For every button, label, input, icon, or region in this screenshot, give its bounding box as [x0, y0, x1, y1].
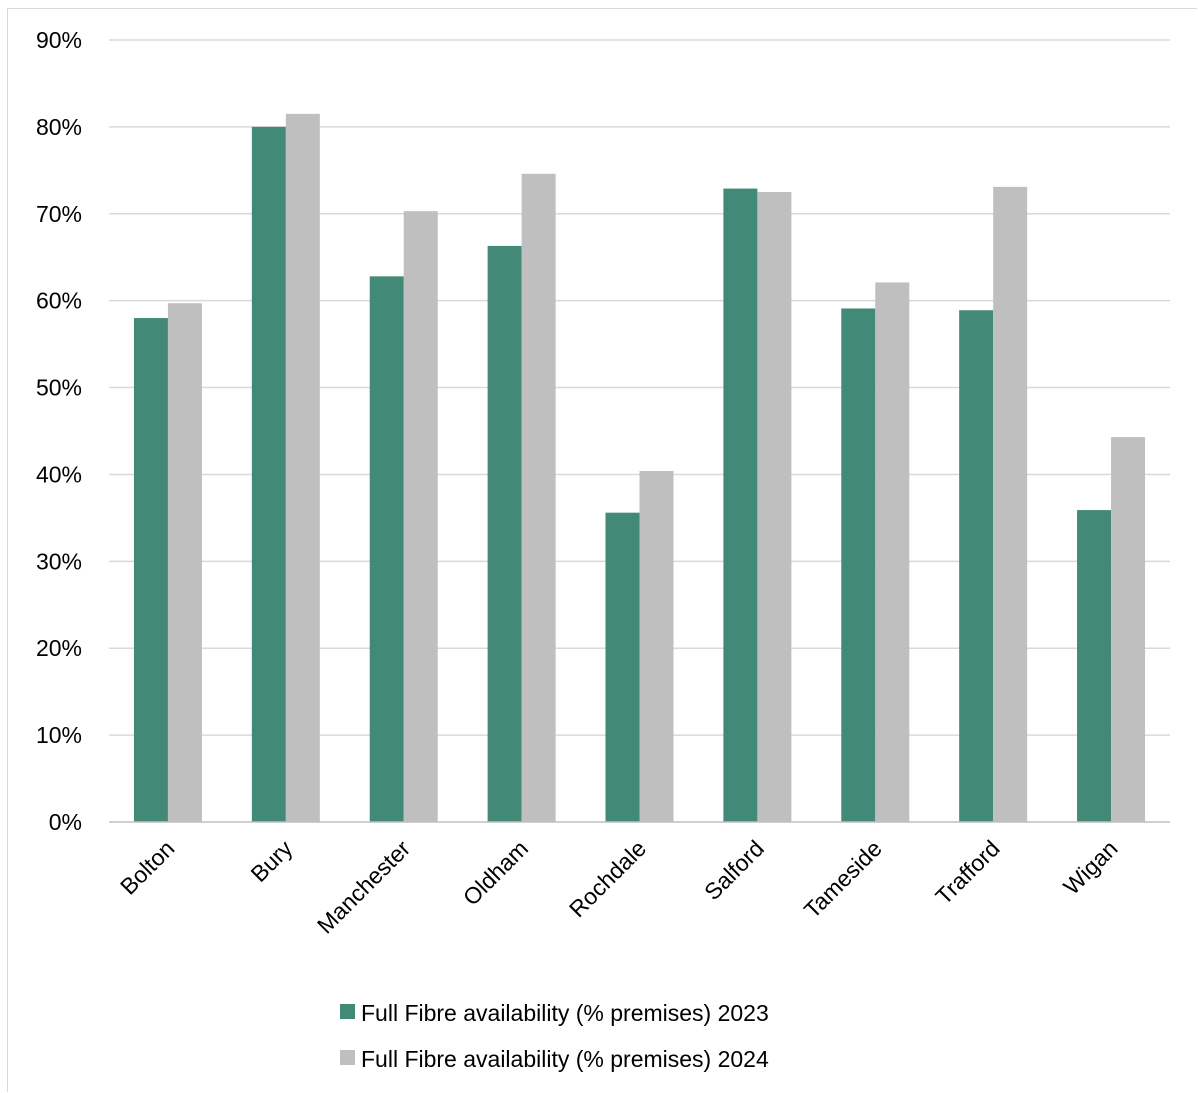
y-tick-label: 60%	[36, 288, 82, 314]
y-tick-label: 90%	[36, 27, 82, 53]
y-tick-label: 50%	[36, 375, 82, 401]
legend: Full Fibre availability (% premises) 202…	[340, 1000, 769, 1072]
bar-rochdale-series-1	[605, 512, 640, 822]
bar-trafford-series-1	[959, 310, 994, 822]
y-tick-label: 80%	[36, 114, 82, 140]
y-tick-label: 20%	[36, 635, 82, 661]
bar-salford-series-1	[723, 188, 758, 822]
bar-salford-series-2	[757, 192, 792, 823]
bar-tameside-series-1	[841, 308, 876, 822]
bar-wigan-series-1	[1077, 510, 1112, 822]
y-tick-label: 70%	[36, 201, 82, 227]
legend-label-2024: Full Fibre availability (% premises) 202…	[361, 1046, 769, 1072]
y-tick-label: 30%	[36, 548, 82, 574]
x-tick-label: Rochdale	[564, 835, 651, 922]
x-tick-label: Bury	[246, 835, 298, 887]
y-tick-label: 10%	[36, 722, 82, 748]
bar-oldham-series-1	[487, 245, 522, 823]
chart-frame	[7, 8, 1197, 1092]
bar-bolton-series-1	[133, 318, 168, 822]
bar-wigan-series-2	[1111, 437, 1146, 822]
bar-bury-series-1	[251, 126, 286, 822]
bar-bury-series-2	[285, 113, 320, 823]
x-tick-label: Trafford	[930, 835, 1004, 909]
x-tick-label: Oldham	[458, 835, 533, 910]
bar-bolton-series-2	[167, 303, 202, 823]
x-axis-ticks: Bolton Bury Manchester Oldham Rochdale Salfor…	[115, 835, 1123, 939]
x-tick-label: Bolton	[115, 835, 180, 900]
bar-rochdale-series-2	[639, 470, 674, 822]
bar-oldham-series-2	[521, 173, 556, 822]
bar-trafford-series-2	[993, 186, 1028, 822]
bar-tameside-series-2	[875, 282, 910, 822]
x-tick-label: Manchester	[312, 835, 416, 939]
y-axis-ticks: 0% 10% 20% 30% 40% 50% 60% 70% 80% 90%	[36, 27, 82, 835]
y-tick-label: 40%	[36, 461, 82, 487]
x-tick-label: Wigan	[1058, 835, 1122, 899]
bar-manchester-series-1	[369, 276, 404, 822]
legend-swatch-2024	[340, 1050, 355, 1065]
y-tick-label: 0%	[49, 809, 82, 835]
legend-swatch-2023	[340, 1004, 355, 1019]
legend-label-2023: Full Fibre availability (% premises) 202…	[361, 1000, 769, 1026]
bars	[133, 113, 1146, 823]
bar-manchester-series-2	[403, 211, 438, 822]
x-tick-label: Tameside	[799, 835, 887, 923]
x-tick-label: Salford	[699, 835, 769, 905]
